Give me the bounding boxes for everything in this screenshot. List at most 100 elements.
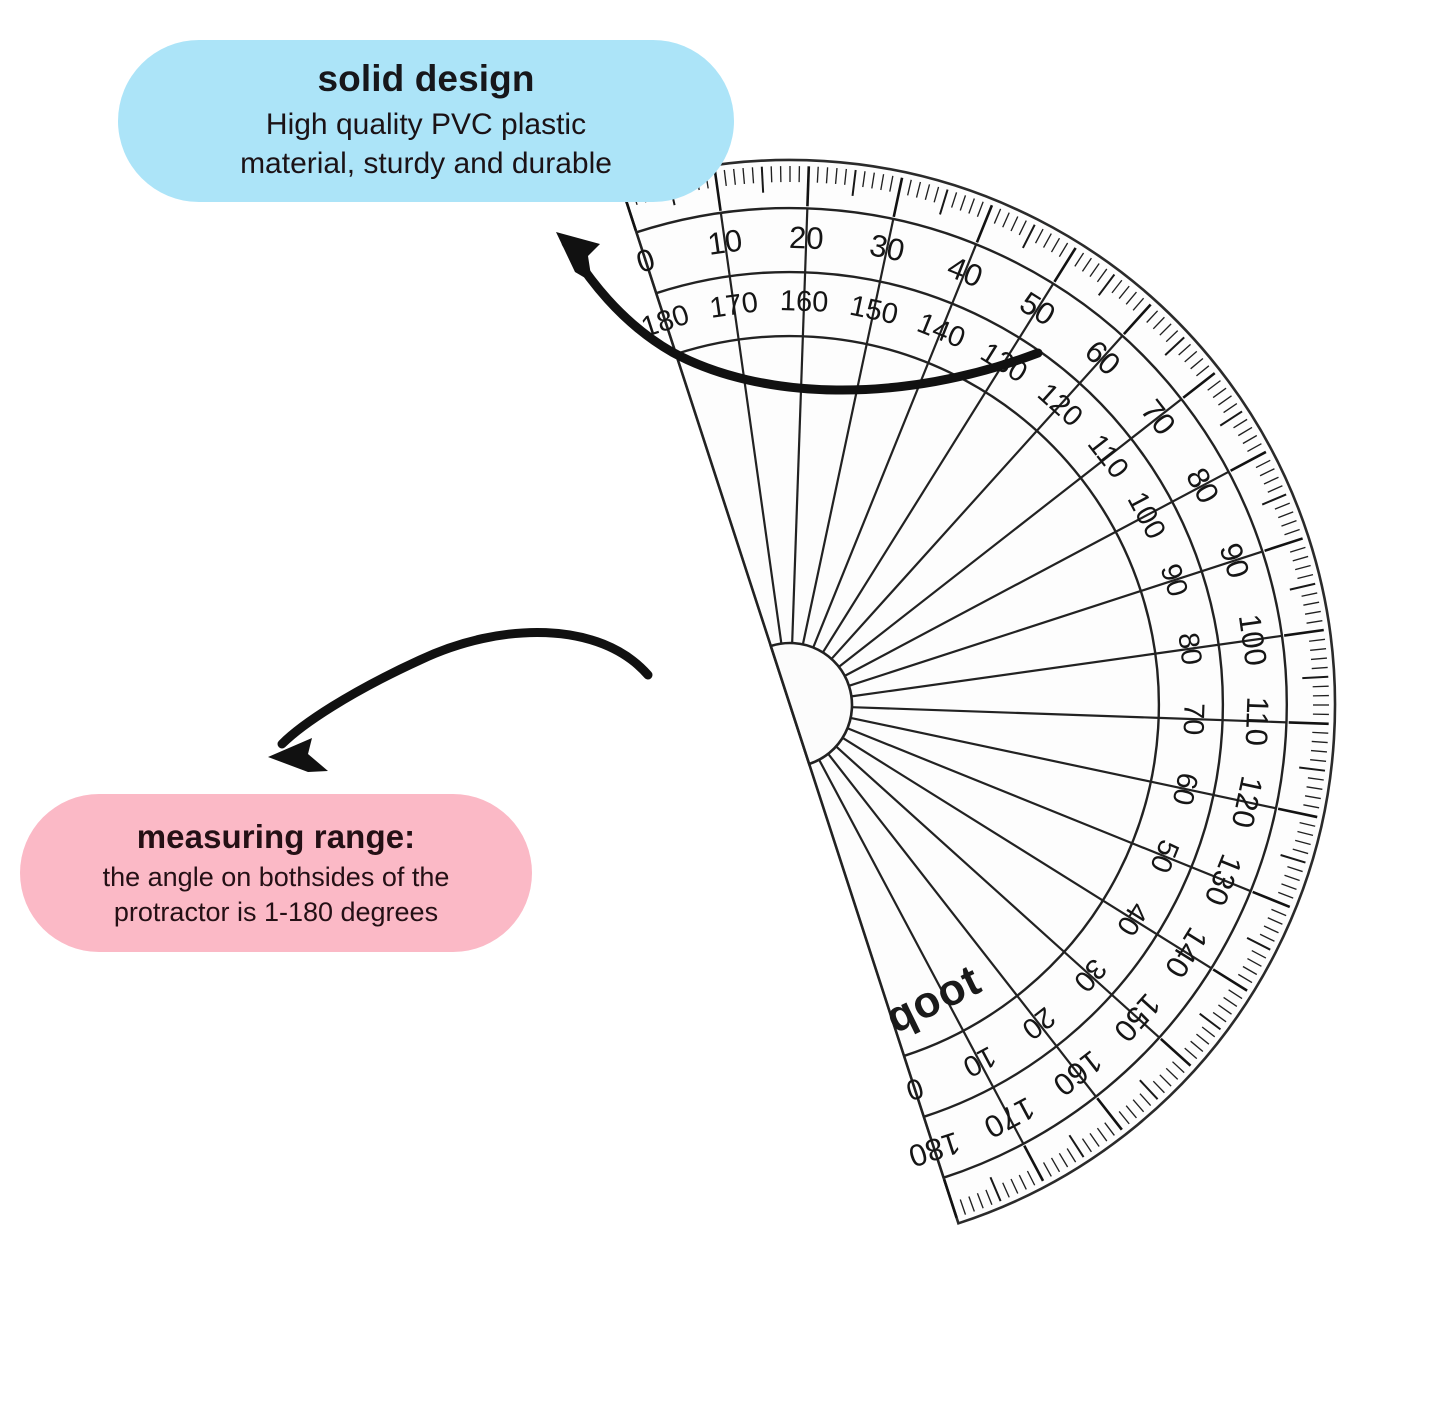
degree-tick <box>806 166 811 207</box>
degree-tick <box>760 166 765 193</box>
degree-tick <box>1252 890 1291 909</box>
degree-tick <box>1081 1138 1092 1153</box>
degree-tick <box>915 181 922 198</box>
degree-tick <box>1096 268 1108 283</box>
degree-tick <box>1096 1097 1123 1131</box>
degree-tick <box>1118 285 1130 299</box>
spoke-line <box>848 589 1142 687</box>
degree-tick <box>892 177 904 218</box>
degree-tick <box>1261 493 1287 506</box>
degree-tick <box>1125 291 1137 305</box>
scale-divider <box>1140 550 1264 593</box>
degree-tick <box>959 195 967 211</box>
degree-tick <box>1302 675 1329 680</box>
inner-scale-label: 170 <box>708 286 760 324</box>
degree-tick <box>1058 1152 1069 1168</box>
degree-tick <box>1304 610 1321 615</box>
degree-tick <box>975 204 994 243</box>
degree-tick <box>1306 620 1323 624</box>
degree-tick <box>1199 1012 1222 1031</box>
degree-tick <box>1159 323 1172 336</box>
spoke-line <box>841 736 1104 902</box>
degree-tick <box>1159 1074 1172 1087</box>
degree-tick <box>1165 330 1179 343</box>
degree-tick <box>1104 1122 1115 1136</box>
degree-tick <box>1312 685 1329 688</box>
degree-tick <box>976 1193 984 1209</box>
degree-tick <box>1292 555 1309 562</box>
degree-tick <box>968 1196 975 1212</box>
degree-tick <box>1281 883 1297 890</box>
degree-tick <box>1042 233 1052 248</box>
degree-tick <box>939 189 949 215</box>
degree-tick <box>1278 891 1294 899</box>
degree-tick <box>1122 303 1152 336</box>
degree-tick <box>843 168 848 185</box>
degree-tick <box>1223 996 1238 1007</box>
degree-tick <box>959 1199 967 1215</box>
degree-tick <box>1132 297 1145 311</box>
scale-divider <box>1036 334 1124 432</box>
degree-tick <box>1139 1079 1159 1100</box>
degree-tick <box>1259 933 1275 942</box>
degree-tick <box>723 169 727 186</box>
degree-tick <box>1218 395 1232 406</box>
degree-tick <box>1165 1067 1179 1080</box>
degree-tick <box>993 208 1002 224</box>
degree-tick <box>1118 1111 1130 1125</box>
degree-tick <box>1242 434 1258 445</box>
degree-tick <box>1212 1011 1227 1023</box>
degree-tick <box>1139 1093 1152 1107</box>
degree-tick <box>1297 830 1314 837</box>
degree-tick <box>1247 443 1262 453</box>
degree-tick <box>880 174 885 191</box>
degree-tick <box>1237 973 1253 984</box>
scale-divider <box>1016 995 1097 1098</box>
degree-tick <box>1207 380 1221 391</box>
degree-tick <box>1311 740 1328 744</box>
degree-tick <box>1229 450 1267 472</box>
degree-tick <box>1284 874 1300 882</box>
degree-tick <box>1184 1047 1198 1060</box>
protractor-center-hub <box>769 641 854 766</box>
degree-tick <box>713 171 722 212</box>
scale-divider <box>1115 470 1230 533</box>
degree-tick <box>834 167 838 185</box>
degree-tick <box>1146 310 1159 323</box>
degree-tick <box>1255 459 1271 469</box>
degree-tick <box>825 167 829 184</box>
outer-scale-label: 110 <box>1239 696 1276 747</box>
degree-tick <box>1053 247 1077 283</box>
degree-tick <box>1301 592 1318 597</box>
degree-tick <box>1237 426 1253 437</box>
degree-tick <box>1096 1127 1108 1142</box>
degree-tick <box>1288 721 1329 726</box>
scale-divider <box>1063 951 1161 1039</box>
degree-tick <box>1050 237 1061 253</box>
spoke-line <box>818 759 965 1032</box>
spoke-line <box>812 362 930 648</box>
degree-tick <box>1152 1080 1165 1094</box>
degree-tick <box>1283 628 1324 637</box>
callout-measuring-range-title: measuring range: <box>136 817 416 855</box>
degree-tick <box>1242 965 1258 976</box>
degree-tick <box>871 172 875 189</box>
degree-tick <box>816 166 819 183</box>
degree-tick <box>989 1176 1002 1202</box>
spoke-line <box>808 763 906 1057</box>
degree-tick <box>1026 1170 1036 1186</box>
degree-tick <box>1089 1133 1100 1147</box>
degree-tick <box>1310 647 1327 652</box>
degree-tick <box>1271 908 1287 917</box>
outer-scale-label: 20 <box>788 220 824 256</box>
degree-tick <box>985 1189 993 1206</box>
spoke-line <box>851 706 1159 719</box>
degree-tick <box>1277 807 1318 819</box>
degree-tick <box>1306 786 1323 790</box>
scale-divider <box>962 1030 1025 1145</box>
degree-tick <box>1074 252 1085 267</box>
degree-tick <box>1159 1037 1192 1067</box>
degree-tick <box>770 166 773 183</box>
protractor-group: 0 10 20 30405060708090100110120130140150160… <box>619 158 1337 1225</box>
